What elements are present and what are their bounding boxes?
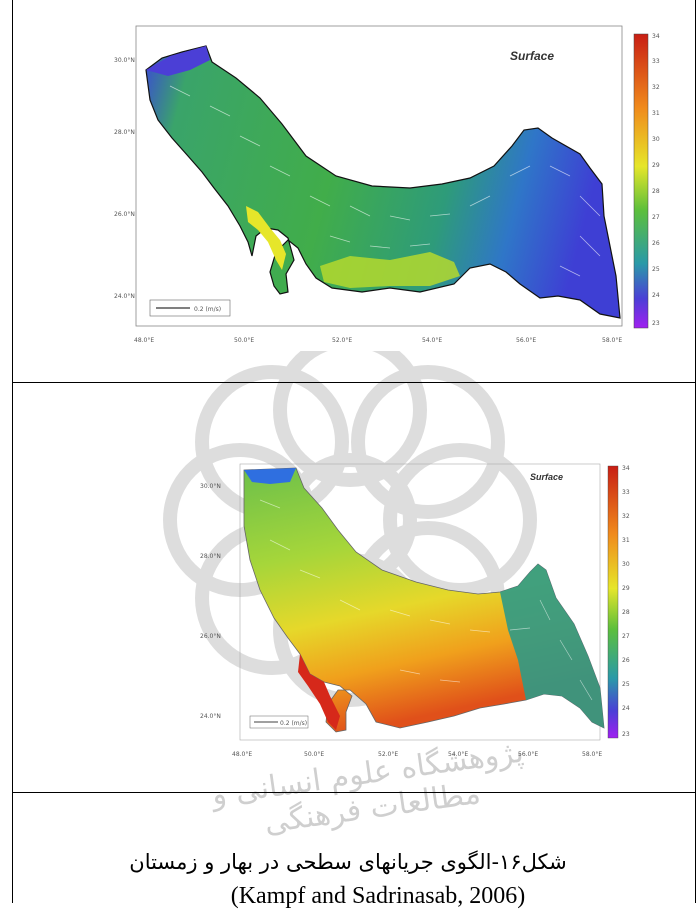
- bottom-color-scale: [607, 465, 619, 739]
- bottom-lon-58: 58.0°E: [582, 751, 602, 758]
- top-scale-24: 24: [652, 292, 660, 299]
- bottom-map-figure: 30.0°N 28.0°N 26.0°N 24.0°N 48.0°E 50.0°…: [200, 460, 640, 770]
- bottom-lat-30: 30.0°N: [200, 483, 221, 490]
- bottom-scale-26: 26: [622, 657, 630, 664]
- bottom-velocity-scale: 0.2 (m/s): [249, 715, 309, 729]
- bottom-scale-25: 25: [622, 681, 630, 688]
- figure-caption-citation: (Kampf and Sadrinasab, 2006): [0, 883, 696, 910]
- bottom-scale-33: 33: [622, 489, 630, 496]
- top-scale-33: 33: [652, 58, 660, 65]
- top-panel-title: Surface: [510, 49, 554, 63]
- top-lat-24: 24.0°N: [114, 293, 135, 300]
- bottom-scale-29: 29: [622, 585, 630, 592]
- bottom-plot-frame: [239, 463, 601, 741]
- bottom-scale-34: 34: [622, 465, 630, 472]
- bottom-lat-26: 26.0°N: [200, 633, 221, 640]
- bottom-lat-ticks: 30.0°N 28.0°N 26.0°N 24.0°N: [200, 483, 221, 720]
- top-north-purple: [146, 46, 210, 76]
- top-lon-54: 54.0°E: [422, 337, 442, 344]
- top-lon-48: 48.0°E: [134, 337, 154, 344]
- top-lat-26: 26.0°N: [114, 211, 135, 218]
- bottom-scale-27: 27: [622, 633, 630, 640]
- bottom-lon-54: 54.0°E: [448, 751, 468, 758]
- top-scale-28: 28: [652, 188, 660, 195]
- bottom-lon-56: 56.0°E: [518, 751, 538, 758]
- bottom-lon-52: 52.0°E: [378, 751, 398, 758]
- top-scale-27: 27: [652, 214, 660, 221]
- bottom-scale-23: 23: [622, 731, 630, 738]
- bottom-scale-32: 32: [622, 513, 630, 520]
- bottom-scale-28: 28: [622, 609, 630, 616]
- top-south-yellow: [320, 252, 460, 288]
- bottom-gulf-water: [243, 467, 605, 733]
- top-current-vectors: [169, 85, 601, 277]
- bottom-scale-label: 0.2 (m/s): [280, 720, 307, 727]
- top-scale-32: 32: [652, 84, 660, 91]
- top-gulf-water: [145, 45, 621, 319]
- bottom-lat-28: 28.0°N: [200, 553, 221, 560]
- bottom-lon-48: 48.0°E: [232, 751, 252, 758]
- bottom-east-teal: [500, 564, 604, 728]
- bottom-lon-ticks: 48.0°E 50.0°E 52.0°E 54.0°E 56.0°E 58.0°…: [232, 751, 602, 758]
- top-color-scale: [633, 33, 649, 329]
- top-lon-ticks: 48.0°E 50.0°E 52.0°E 54.0°E 56.0°E 58.0°…: [134, 337, 622, 344]
- top-lon-56: 56.0°E: [516, 337, 536, 344]
- top-scale-label: 0.2 (m/s): [194, 306, 221, 313]
- top-scale-29: 29: [652, 162, 660, 169]
- bottom-scale-30: 30: [622, 561, 630, 568]
- top-map-figure: 30.0°N 28.0°N 26.0°N 24.0°N 48.0°E 50.0°…: [110, 16, 666, 351]
- bottom-scale-31: 31: [622, 537, 630, 544]
- bottom-north-blue: [244, 468, 296, 484]
- bottom-panel-title: Surface: [530, 472, 563, 482]
- bottom-lat-24: 24.0°N: [200, 713, 221, 720]
- top-lat-ticks: 30.0°N 28.0°N 26.0°N 24.0°N: [114, 57, 135, 300]
- bottom-scale-24: 24: [622, 705, 630, 712]
- bottom-lon-50: 50.0°E: [304, 751, 324, 758]
- bottom-scale-values: 34 33 32 31 30 29 28 27 26 25 24 23: [622, 465, 630, 738]
- top-scale-25: 25: [652, 266, 660, 273]
- citation-text: (Kampf and Sadrinasab, 2006): [230, 883, 526, 909]
- top-scale-26: 26: [652, 240, 660, 247]
- top-velocity-scale: 0.2 (m/s): [149, 299, 231, 317]
- top-scale-31: 31: [652, 110, 660, 117]
- top-lat-30: 30.0°N: [114, 57, 135, 64]
- top-lon-52: 52.0°E: [332, 337, 352, 344]
- top-scale-values: 34 33 32 31 30 29 28 27 26 25 24 23: [652, 33, 660, 327]
- bottom-current-vectors: [259, 499, 593, 701]
- top-lon-50: 50.0°E: [234, 337, 254, 344]
- top-scale-30: 30: [652, 136, 660, 143]
- bottom-bahrain-red: [298, 654, 340, 730]
- top-bahrain-yellow: [246, 206, 286, 270]
- figure-caption-persian: شکل۱۶-الگوی جریانهای سطحی در بهار و زمست…: [129, 850, 567, 874]
- top-lon-58: 58.0°E: [602, 337, 622, 344]
- top-scale-34: 34: [652, 33, 660, 40]
- top-lat-28: 28.0°N: [114, 129, 135, 136]
- top-scale-23: 23: [652, 320, 660, 327]
